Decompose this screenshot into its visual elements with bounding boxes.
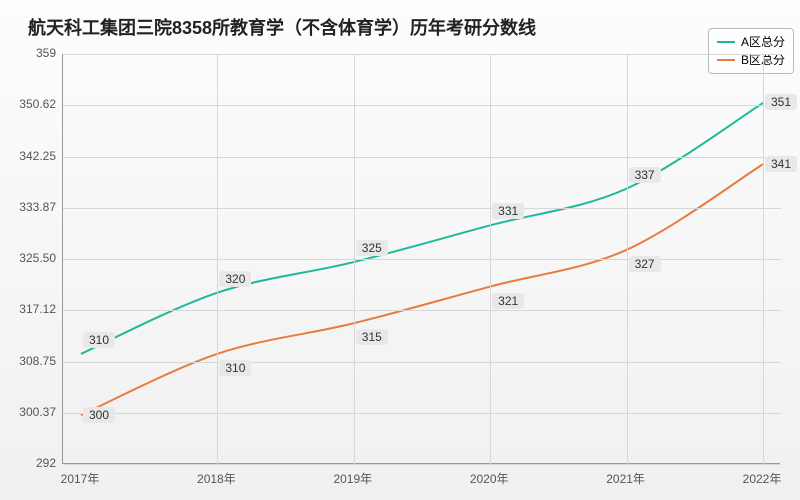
data-label: 300 <box>83 407 115 423</box>
series-line <box>81 164 763 415</box>
y-tick-label: 300.37 <box>8 405 56 419</box>
y-tick-label: 317.12 <box>8 302 56 316</box>
chart-title: 航天科工集团三院8358所教育学（不含体育学）历年考研分数线 <box>28 14 536 40</box>
grid-line-v <box>763 54 764 464</box>
data-label: 331 <box>492 203 524 219</box>
y-tick-label: 308.75 <box>8 354 56 368</box>
grid-line-v <box>490 54 491 464</box>
data-label: 315 <box>356 329 388 345</box>
plot-area: 310320325331337351300310315321327341 <box>62 54 780 464</box>
x-tick-label: 2017年 <box>50 470 110 487</box>
data-label: 351 <box>765 94 797 110</box>
grid-line-h <box>63 310 781 311</box>
data-label: 310 <box>219 360 251 376</box>
grid-line-v <box>217 54 218 464</box>
chart-container: 航天科工集团三院8358所教育学（不含体育学）历年考研分数线 A区总分 B区总分… <box>0 0 800 500</box>
data-label: 325 <box>356 240 388 256</box>
data-label: 337 <box>629 167 661 183</box>
grid-line-h <box>63 157 781 158</box>
grid-line-h <box>63 259 781 260</box>
series-line <box>81 103 763 354</box>
grid-line-h <box>63 54 781 55</box>
legend-label-a: A区总分 <box>741 33 785 51</box>
x-tick-label: 2021年 <box>596 470 656 487</box>
y-tick-label: 325.50 <box>8 251 56 265</box>
legend-item-a: A区总分 <box>717 33 785 51</box>
grid-line-h <box>63 208 781 209</box>
y-tick-label: 333.87 <box>8 200 56 214</box>
data-label: 310 <box>83 332 115 348</box>
x-tick-label: 2020年 <box>459 470 519 487</box>
data-label: 320 <box>219 271 251 287</box>
data-label: 341 <box>765 156 797 172</box>
data-label: 321 <box>492 293 524 309</box>
grid-line-h <box>63 362 781 363</box>
legend-swatch-a <box>717 41 735 43</box>
y-tick-label: 359 <box>8 46 56 60</box>
y-tick-label: 350.62 <box>8 97 56 111</box>
grid-line-h <box>63 464 781 465</box>
y-tick-label: 292 <box>8 456 56 470</box>
x-tick-label: 2019年 <box>323 470 383 487</box>
x-tick-label: 2022年 <box>732 470 792 487</box>
data-label: 327 <box>629 256 661 272</box>
grid-line-h <box>63 413 781 414</box>
x-tick-label: 2018年 <box>186 470 246 487</box>
grid-line-h <box>63 105 781 106</box>
grid-line-v <box>627 54 628 464</box>
grid-line-v <box>354 54 355 464</box>
y-tick-label: 342.25 <box>8 149 56 163</box>
